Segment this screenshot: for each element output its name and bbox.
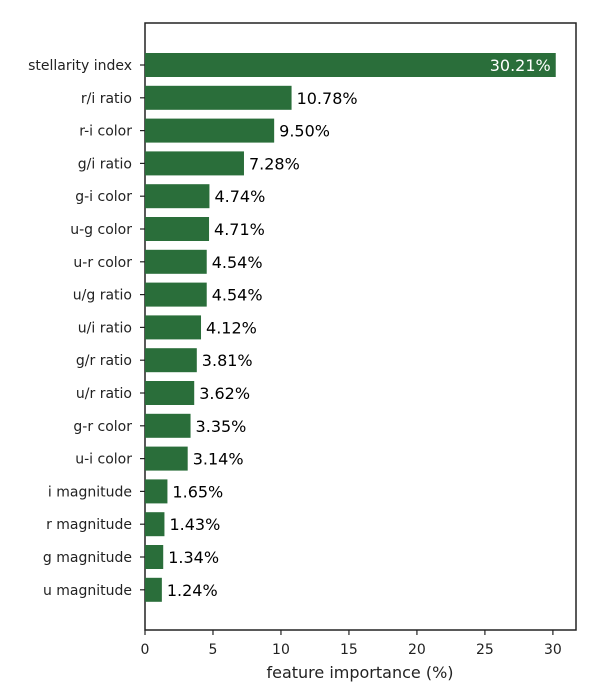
data-label-u-r-ratio: 3.62% (199, 384, 250, 403)
data-label-g-i-ratio: 7.28% (249, 154, 300, 173)
data-label-g-i-color: 4.74% (214, 187, 265, 206)
data-label-g-r-ratio: 3.81% (202, 351, 253, 370)
y-tick-label-i-magnitude: i magnitude (48, 484, 132, 500)
bar-u-g-ratio (145, 282, 207, 307)
y-tick-label-r-magnitude: r magnitude (46, 517, 132, 533)
bar-r-magnitude (145, 512, 165, 537)
y-axis: stellarity index r/i ratio r-i color g/i ra… (28, 58, 145, 599)
x-tick-label-10: 10 (272, 642, 290, 658)
data-label-i-magnitude: 1.65% (172, 482, 223, 501)
bars-group: 30.21% 10.78% 9.50% 7.28% 4.74% 4.71% 4.54% 4.5… (145, 53, 556, 602)
bar-g-magnitude (145, 545, 164, 569)
data-label-u-magnitude: 1.24% (167, 581, 218, 600)
bar-u-i-ratio (145, 315, 202, 340)
x-axis-label: feature importance (%) (266, 663, 453, 682)
y-tick-label-g-i-color: g-i color (75, 189, 132, 205)
y-tick-label-stellarity-index: stellarity index (28, 58, 132, 74)
x-tick-label-5: 5 (209, 642, 218, 658)
data-label-u-i-color: 3.14% (193, 450, 244, 469)
x-tick-label-25: 25 (476, 642, 494, 658)
x-tick-label-20: 20 (408, 642, 426, 658)
data-label-g-magnitude: 1.34% (168, 548, 219, 567)
y-tick-label-u-g-color: u-g color (70, 222, 132, 238)
bar-g-i-ratio (145, 151, 244, 176)
y-tick-label-g-i-ratio: g/i ratio (78, 156, 132, 172)
bar-u-r-color (145, 249, 207, 274)
data-label-r-i-color: 9.50% (279, 122, 330, 141)
bar-g-r-ratio (145, 348, 197, 373)
y-tick-label-u-magnitude: u magnitude (43, 583, 132, 599)
y-tick-label-u-r-ratio: u/r ratio (76, 386, 132, 402)
data-label-u-g-color: 4.71% (214, 220, 265, 239)
data-label-r-magnitude: 1.43% (169, 515, 220, 534)
y-tick-label-g-r-ratio: g/r ratio (76, 353, 132, 369)
y-tick-label-u-r-color: u-r color (73, 255, 132, 271)
y-tick-label-g-magnitude: g magnitude (43, 550, 132, 566)
x-tick-label-15: 15 (340, 642, 358, 658)
bar-r-i-ratio (145, 85, 292, 110)
bar-r-i-color (145, 118, 275, 143)
y-tick-label-u-i-ratio: u/i ratio (78, 320, 132, 336)
bar-u-i-color (145, 446, 188, 471)
data-label-g-r-color: 3.35% (196, 417, 247, 436)
y-tick-label-g-r-color: g-r color (73, 419, 132, 435)
bar-i-magnitude (145, 479, 168, 504)
bar-u-r-ratio (145, 381, 195, 405)
x-tick-label-0: 0 (141, 642, 150, 658)
bar-u-magnitude (145, 577, 162, 602)
data-label-u-r-color: 4.54% (212, 253, 263, 272)
data-label-u-g-ratio: 4.54% (212, 286, 263, 305)
bar-stellarity-index (145, 53, 556, 77)
y-tick-label-r-i-color: r-i color (79, 124, 132, 140)
bar-g-r-color (145, 413, 191, 438)
data-label-stellarity-index: 30.21% (490, 56, 551, 75)
y-tick-label-u-i-color: u-i color (75, 452, 132, 468)
data-label-u-i-ratio: 4.12% (206, 318, 257, 337)
y-tick-label-r-i-ratio: r/i ratio (81, 91, 132, 107)
x-tick-label-30: 30 (544, 642, 562, 658)
bar-g-i-color (145, 184, 210, 209)
bar-u-g-color (145, 217, 210, 241)
y-tick-label-u-g-ratio: u/g ratio (73, 288, 132, 304)
x-axis: 0 5 10 15 20 25 30 (141, 630, 562, 658)
data-label-r-i-ratio: 10.78% (297, 89, 358, 108)
